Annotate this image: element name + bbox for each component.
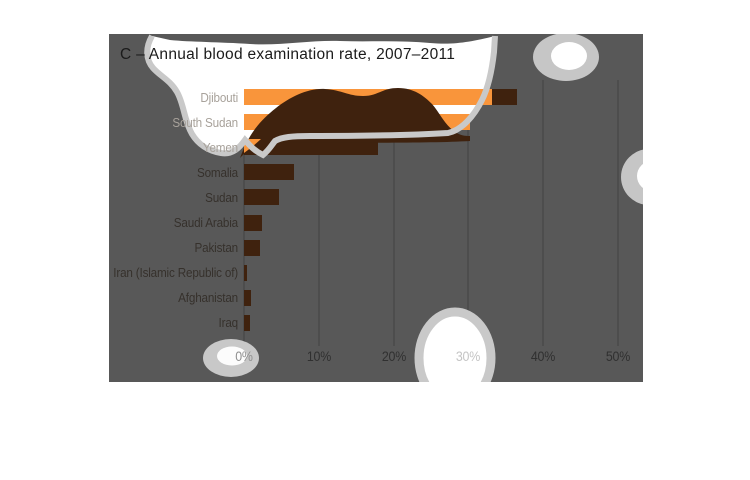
country-label-saudi-arabia: Saudi Arabia bbox=[173, 215, 238, 230]
x-tick-label-30%: 30% bbox=[456, 349, 481, 364]
bar-somalia bbox=[244, 164, 295, 181]
country-label-somalia: Somalia bbox=[196, 164, 238, 180]
country-label-djibouti: Djibouti bbox=[200, 89, 238, 105]
country-label-pakistan: Pakistan bbox=[194, 240, 239, 256]
bar-iraq bbox=[244, 314, 250, 331]
bar-pakistan bbox=[244, 239, 260, 256]
gridline-30% bbox=[467, 80, 470, 346]
gridline-0% bbox=[243, 80, 245, 346]
country-label-iran-islamic-republic-of-: Iran (Islamic Republic of) bbox=[113, 265, 238, 281]
gridline-20% bbox=[392, 80, 395, 346]
country-label-afghanistan: Afghanistan bbox=[178, 290, 238, 306]
chart-title: C – Annual blood examination rate, 2007–… bbox=[120, 46, 456, 63]
bar-sudan bbox=[244, 189, 280, 206]
bar-saudi-arabia bbox=[244, 214, 262, 231]
bar-south-sudan bbox=[244, 114, 470, 131]
country-label-south-sudan: South Sudan bbox=[172, 114, 238, 130]
x-tick-label-10%: 10% bbox=[306, 349, 331, 364]
country-label-iraq: Iraq bbox=[218, 315, 239, 331]
gridline-50% bbox=[617, 80, 619, 346]
gridline-40% bbox=[542, 80, 545, 346]
x-tick-label-20%: 20% bbox=[381, 349, 406, 364]
x-tick-label-0%: 0% bbox=[235, 349, 253, 364]
bar-afghanistan bbox=[244, 289, 252, 306]
bar-iran-islamic-republic-of- bbox=[244, 264, 247, 281]
x-tick-label-50%: 50% bbox=[605, 349, 631, 364]
gridline-10% bbox=[317, 80, 320, 346]
bar-yemen bbox=[244, 139, 378, 156]
country-label-sudan: Sudan bbox=[205, 189, 238, 205]
country-label-yemen: Yemen bbox=[202, 139, 238, 155]
bar-djibouti bbox=[244, 89, 518, 105]
x-tick-label-40%: 40% bbox=[531, 349, 556, 364]
